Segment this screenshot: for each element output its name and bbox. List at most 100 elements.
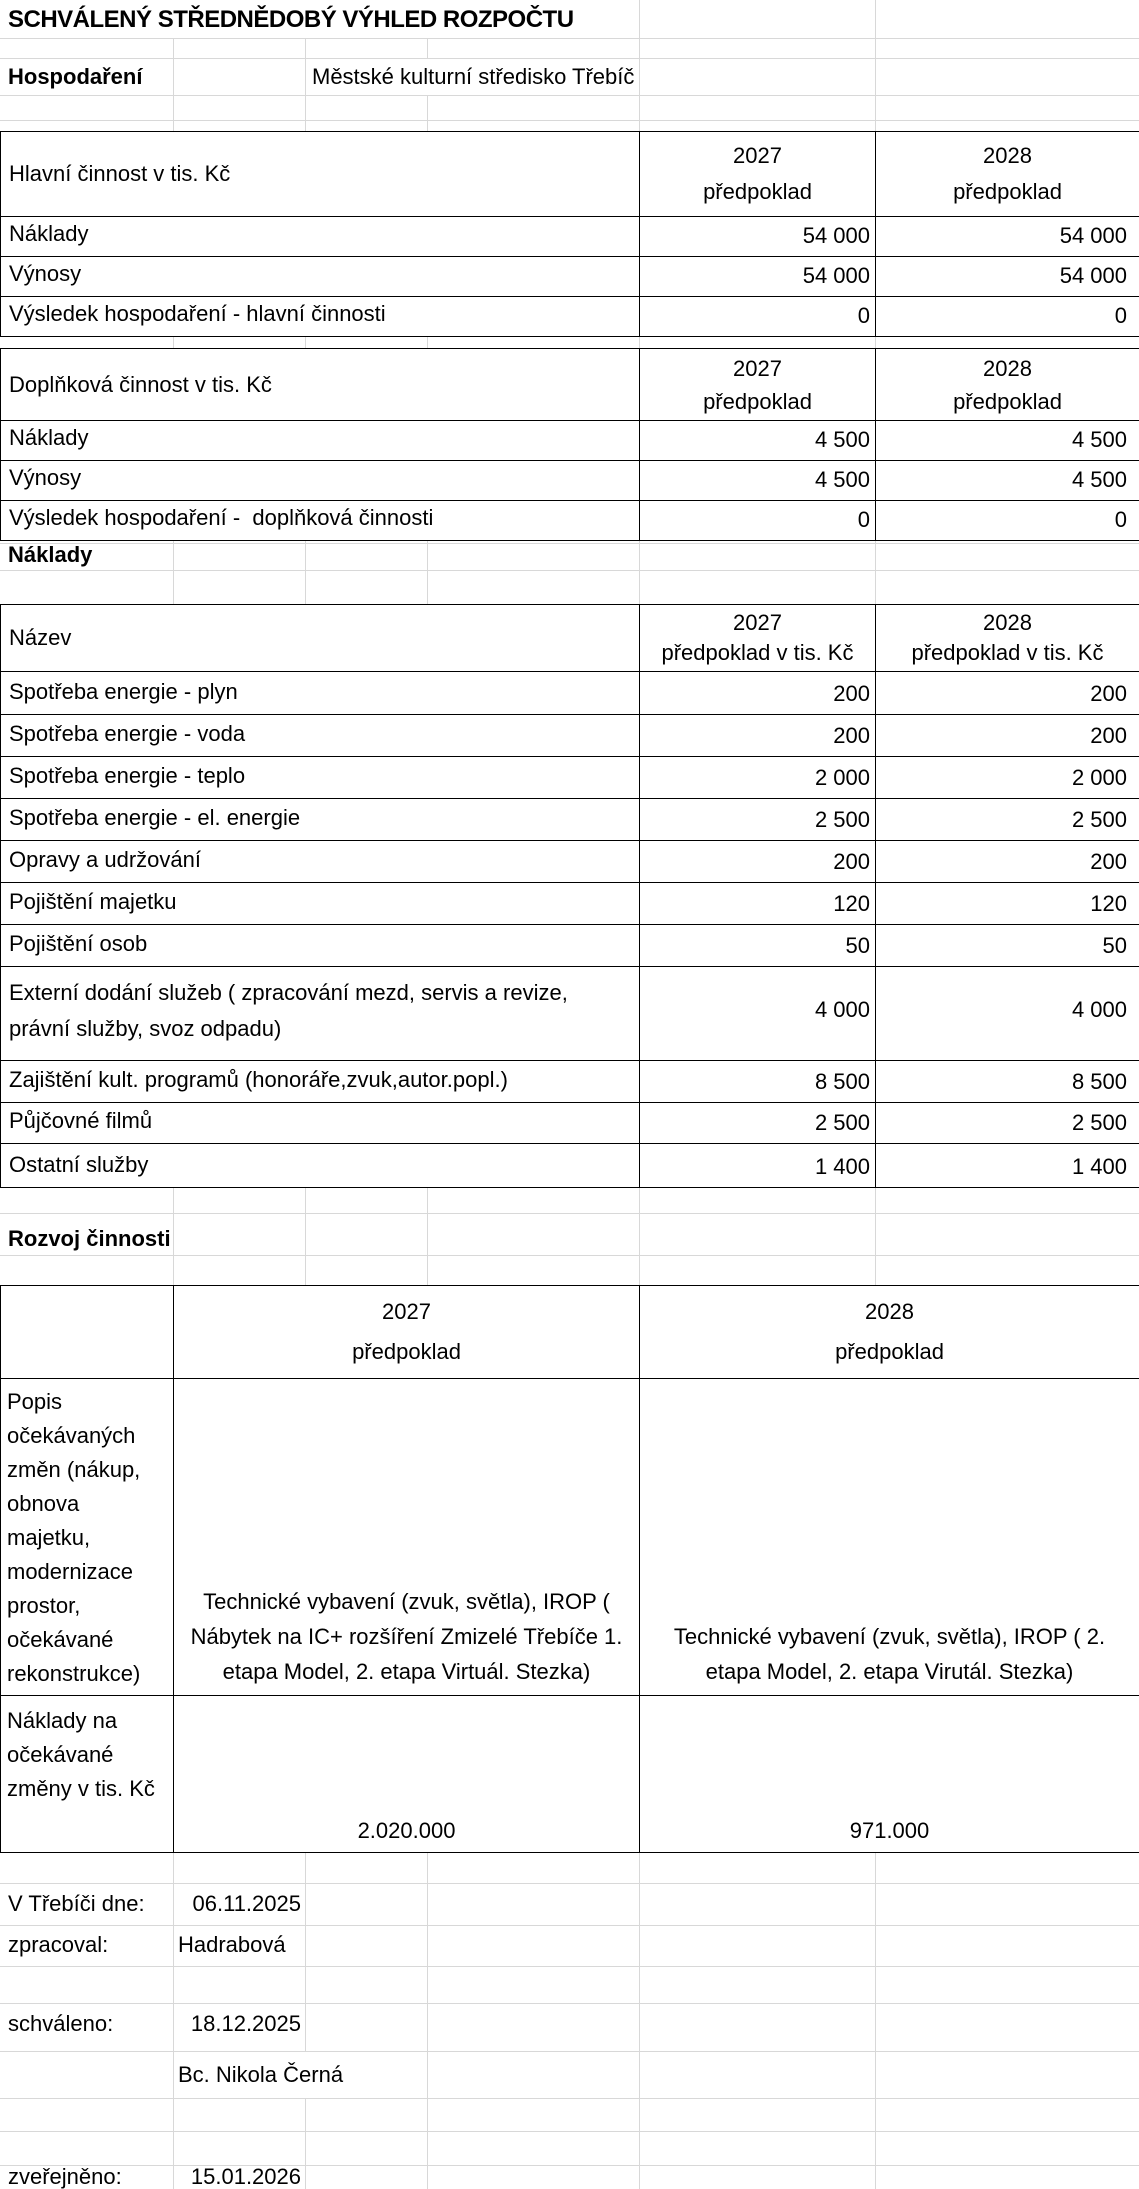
footer-value-prepared-by: Hadrabová: [178, 1932, 286, 1957]
gridline-horizontal: [0, 2098, 1139, 2099]
row-label: Výsledek hospodaření - doplňková činnost…: [0, 500, 640, 541]
gridline-horizontal: [0, 2003, 1139, 2004]
footer-label-prepared-by: zpracoval:: [8, 1932, 109, 1957]
year-sublabel: předpoklad: [352, 1339, 461, 1364]
row-label: Spotřeba energie - teplo: [0, 756, 640, 799]
row-label: Výnosy: [0, 460, 640, 501]
table-row: Popis očekávaných změn (nákup, obnova ma…: [0, 1378, 1139, 1696]
empty-header-cell: [0, 1285, 174, 1379]
value-2027: 2 500: [639, 1102, 876, 1144]
value-2028: 8 500: [875, 1060, 1139, 1103]
row-label: Zajištění kult. programů (honoráře,zvuk,…: [0, 1060, 640, 1103]
column-header-2028: 2028 předpoklad: [639, 1285, 1139, 1379]
gridline-vertical: [875, 1847, 876, 2189]
table-row: Pojištění osob 50 50: [0, 924, 1139, 967]
value-2027: 2 500: [639, 798, 876, 841]
row-label: Opravy a udržování: [0, 840, 640, 883]
gridline-horizontal: [0, 1883, 1139, 1884]
column-header-2027: 2027 předpoklad: [173, 1285, 640, 1379]
gridline-horizontal: [0, 2131, 1139, 2132]
value-2027: 200: [639, 671, 876, 715]
value-2028: 120: [875, 882, 1139, 925]
table-row: Zajištění kult. programů (honoráře,zvuk,…: [0, 1060, 1139, 1103]
year-label: 2027: [733, 143, 782, 168]
year-sublabel: předpoklad: [953, 388, 1062, 414]
table-header-row: Název 2027 předpoklad v tis. Kč 2028 pře…: [0, 604, 1139, 672]
row-label: Půjčovné filmů: [0, 1102, 640, 1144]
value-2027: 200: [639, 714, 876, 757]
value-2027: 120: [639, 882, 876, 925]
row-label: Spotřeba energie - voda: [0, 714, 640, 757]
row-label: Popis očekávaných změn (nákup, obnova ma…: [0, 1378, 174, 1696]
gridline-horizontal: [0, 1966, 1139, 1967]
row-label: Výnosy: [0, 256, 640, 297]
gridline-vertical: [305, 1187, 306, 1285]
gridline-horizontal: [0, 95, 1139, 96]
gridline-horizontal: [0, 1213, 1139, 1214]
table-row: Ostatní služby 1 400 1 400: [0, 1143, 1139, 1188]
gridline-vertical: [427, 1187, 428, 1285]
main-activity-table: Hlavní činnost v tis. Kč 2027 předpoklad…: [0, 131, 1139, 337]
gridline-horizontal: [0, 38, 1139, 39]
description-2028: Technické vybavení (zvuk, světla), IROP …: [639, 1378, 1139, 1696]
gridline-vertical: [639, 523, 640, 604]
value-2028: 2 500: [875, 798, 1139, 841]
table-row: Opravy a udržování 200 200: [0, 840, 1139, 883]
value-2027: 4 500: [639, 460, 876, 501]
column-header-2027: 2027 předpoklad v tis. Kč: [639, 604, 876, 672]
table-row: Náklady 4 500 4 500: [0, 420, 1139, 461]
year-label: 2028: [983, 143, 1032, 168]
value-2027: 4 500: [639, 420, 876, 461]
value-2027: 2 000: [639, 756, 876, 799]
section-title-costs: Náklady: [8, 542, 93, 567]
gridline-vertical: [875, 523, 876, 604]
footer-value-date: 06.11.2025: [192, 1891, 301, 1916]
value-2027: 0: [639, 500, 876, 541]
value-2028: 200: [875, 714, 1139, 757]
year-label: 2028: [983, 610, 1032, 635]
table-row: Výnosy 54 000 54 000: [0, 256, 1139, 297]
value-2028: 4 500: [875, 420, 1139, 461]
gridline-vertical: [173, 1187, 174, 1285]
gridline-vertical: [639, 1187, 640, 1285]
table-row: Výsledek hospodaření - doplňková činnost…: [0, 500, 1139, 541]
value-2028: 1 400: [875, 1143, 1139, 1188]
table-row: Výnosy 4 500 4 500: [0, 460, 1139, 501]
table-row: Spotřeba energie - plyn 200 200: [0, 671, 1139, 715]
gridline-vertical: [305, 2098, 306, 2189]
cost-2027: 2.020.000: [173, 1695, 640, 1853]
value-2028: 4 000: [875, 966, 1139, 1061]
value-2027: 0: [639, 296, 876, 337]
gridline-vertical: [173, 1847, 174, 2189]
gridline-horizontal: [0, 58, 1139, 59]
gridline-vertical: [173, 523, 174, 604]
year-sublabel: předpoklad v tis. Kč: [911, 640, 1104, 665]
table-title: Doplňková činnost v tis. Kč: [0, 348, 640, 421]
cost-2028: 971.000: [639, 1695, 1139, 1853]
table-row: Náklady na očekávané změny v tis. Kč 2.0…: [0, 1695, 1139, 1853]
description-2027: Technické vybavení (zvuk, světla), IROP …: [173, 1378, 640, 1696]
value-2027: 50: [639, 924, 876, 967]
year-label: 2027: [733, 610, 782, 635]
table-title: Název: [0, 604, 640, 672]
gridline-horizontal: [0, 543, 1139, 544]
gridline-vertical: [875, 0, 876, 131]
year-label: 2027: [382, 1299, 431, 1324]
year-label: 2027: [733, 355, 782, 381]
table-row: Půjčovné filmů 2 500 2 500: [0, 1102, 1139, 1144]
footer-value-signatory: Bc. Nikola Černá: [178, 2062, 344, 2087]
value-2028: 50: [875, 924, 1139, 967]
table-header-row: 2027 předpoklad 2028 předpoklad: [0, 1285, 1139, 1379]
year-sublabel: předpoklad: [703, 179, 812, 204]
footer-value-approved-date: 18.12.2025: [190, 2011, 301, 2036]
value-2027: 8 500: [639, 1060, 876, 1103]
footer-label-approved: schváleno:: [8, 2011, 114, 2036]
gridline-vertical: [427, 38, 428, 58]
table-row: Spotřeba energie - voda 200 200: [0, 714, 1139, 757]
table-header-row: Doplňková činnost v tis. Kč 2027 předpok…: [0, 348, 1139, 421]
section-title-development: Rozvoj činnosti: [8, 1226, 171, 1251]
row-label: Ostatní služby: [0, 1143, 640, 1188]
value-2027: 4 000: [639, 966, 876, 1061]
value-2027: 1 400: [639, 1143, 876, 1188]
